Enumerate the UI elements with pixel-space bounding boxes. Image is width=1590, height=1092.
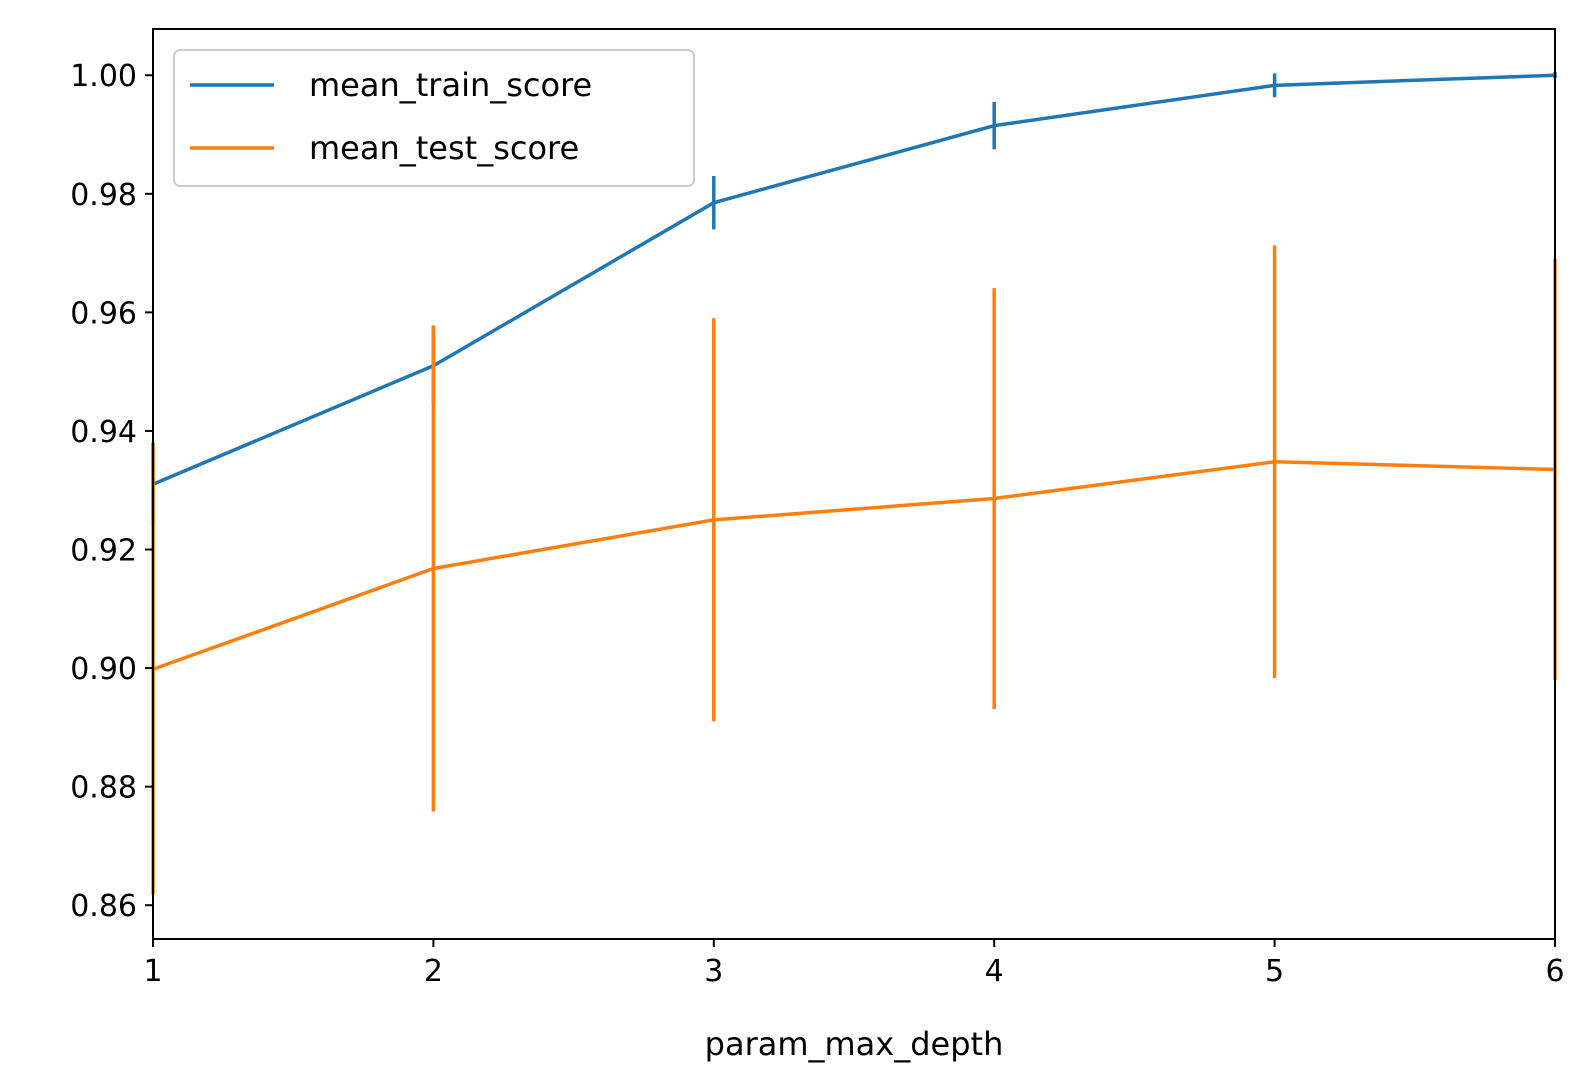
y-tick-label: 1.00 xyxy=(70,59,137,94)
y-tick-label: 0.86 xyxy=(70,889,137,924)
y-tick-label: 0.94 xyxy=(70,415,137,450)
x-tick-label: 5 xyxy=(1265,954,1284,989)
x-tick-label: 3 xyxy=(704,954,723,989)
y-tick-label: 0.88 xyxy=(70,771,137,806)
series-layer xyxy=(151,72,1557,895)
y-tick-label: 0.92 xyxy=(70,534,137,569)
series-mean_test_score xyxy=(151,245,1557,895)
x-axis: 1 2 3 4 5 6 xyxy=(143,939,1565,989)
legend: mean_train_score mean_test_score xyxy=(173,49,695,187)
x-tick-label: 6 xyxy=(1545,954,1564,989)
y-tick-label: 0.90 xyxy=(70,652,137,687)
y-axis: 0.86 0.88 0.90 0.92 0.94 0.96 0.98 1.00 xyxy=(70,59,153,924)
line-mean_test_score xyxy=(152,460,1556,671)
line-mean_train_score xyxy=(152,73,1556,486)
x-axis-title: param_max_depth xyxy=(705,1025,1004,1063)
legend-box xyxy=(173,49,695,187)
x-tick-label: 2 xyxy=(424,954,443,989)
x-tick-label: 4 xyxy=(985,954,1004,989)
x-tick-label: 1 xyxy=(143,954,162,989)
plot-frame xyxy=(152,28,1556,940)
legend-label-mean_train_score: mean_train_score xyxy=(309,66,592,104)
y-tick-label: 0.96 xyxy=(70,296,137,331)
y-tick-label: 0.98 xyxy=(70,178,137,213)
legend-label-mean_test_score: mean_test_score xyxy=(309,129,579,167)
